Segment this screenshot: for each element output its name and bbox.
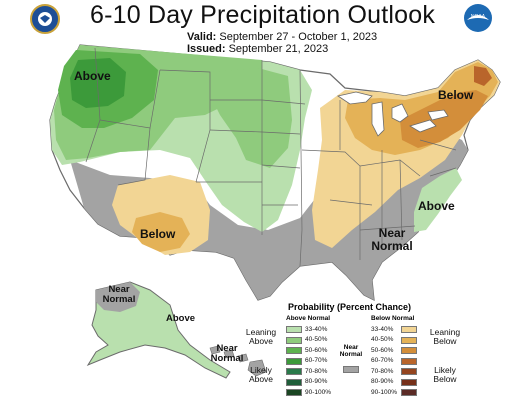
legend-near-normal-label: Near Normal	[339, 344, 363, 359]
legend-below-swatch	[401, 368, 417, 375]
above-40-50-b	[210, 68, 292, 168]
below-east-40-50	[345, 62, 498, 155]
noaa-seal-icon	[30, 4, 60, 34]
legend-below-swatch	[401, 357, 417, 365]
label-above-se: Above	[418, 199, 455, 213]
legend-above-range: 33-40%	[305, 325, 328, 333]
below-sw-40-50	[132, 212, 190, 252]
legend-below-range: 33-40%	[371, 325, 394, 333]
above-se-33-40	[414, 168, 462, 232]
legend-below-swatch	[401, 347, 417, 354]
legend-below-swatch	[401, 389, 417, 396]
legend-above-range: 90-100%	[305, 388, 332, 396]
legend-below-swatch	[401, 336, 417, 344]
page-title: 6-10 Day Precipitation Outlook	[89, 1, 436, 29]
legend-likely-above: Likely Above	[248, 365, 274, 385]
issued-label: Issued:	[187, 43, 226, 55]
label-near-normal-se: Near Normal	[371, 226, 413, 253]
label-below-ne: Below	[438, 88, 474, 102]
legend-below-swatch	[401, 326, 417, 333]
legend-below-range: 70-80%	[371, 367, 394, 375]
legend-above-header: Above Normal	[286, 315, 331, 322]
legend-near-normal-swatch	[343, 366, 359, 373]
legend-above-swatch	[286, 368, 302, 375]
legend-below-range: 80-90%	[371, 378, 394, 385]
legend-likely-below: Likely Below	[433, 365, 457, 385]
legend-above-range: 80-90%	[305, 378, 328, 385]
alaska-near-normal	[96, 282, 140, 312]
legend-below-range: 90-100%	[371, 388, 398, 396]
great-lakes	[336, 91, 449, 137]
legend-below-swatch	[401, 378, 417, 386]
label-near-normal-hi: Near Normal	[210, 343, 244, 364]
legend-above-range: 50-60%	[305, 346, 328, 354]
legend-below-range: 50-60%	[371, 346, 394, 354]
legend-above-swatch	[286, 347, 302, 354]
legend-leaning-above: Leaning Above	[245, 327, 277, 347]
valid-label: Valid:	[187, 31, 217, 43]
noaa-bird-icon: NOAA	[467, 14, 489, 20]
label-above-ak: Above	[166, 313, 196, 324]
legend-above-swatch	[286, 326, 302, 333]
seal-eagle-icon	[38, 12, 52, 26]
noaa-logo-icon: NOAA	[464, 4, 492, 32]
legend-above-swatch	[286, 389, 302, 396]
state-borders	[85, 47, 457, 267]
legend-above-range: 70-80%	[305, 367, 328, 375]
valid-line: Valid: September 27 - October 1, 2023	[187, 31, 377, 43]
legend-below-range: 60-70%	[371, 357, 394, 364]
legend-above-swatch	[286, 336, 302, 344]
label-below-sw: Below	[140, 227, 176, 241]
below-east-60-70	[474, 66, 492, 86]
above-60-70	[70, 58, 126, 108]
legend-leaning-below: Leaning Below	[429, 327, 461, 347]
issued-line: Issued: September 21, 2023	[187, 43, 328, 55]
legend-above-swatch	[286, 378, 302, 386]
noaa-logo-text: NOAA	[471, 14, 486, 20]
legend-below-header: Below Normal	[371, 315, 415, 322]
hawaii	[209, 345, 267, 377]
label-above-nw: Above	[74, 69, 111, 83]
legend-above-swatch	[286, 357, 302, 365]
valid-value: September 27 - October 1, 2023	[219, 31, 378, 43]
legend-above-range: 40-50%	[305, 336, 328, 343]
legend-title: Probability (Percent Chance)	[288, 302, 412, 312]
issued-value: September 21, 2023	[228, 43, 329, 55]
below-east-50-60	[400, 90, 488, 148]
legend-above-range: 60-70%	[305, 357, 328, 364]
label-near-normal-ak: Near Normal	[102, 284, 136, 305]
legend-below-range: 40-50%	[371, 336, 394, 343]
